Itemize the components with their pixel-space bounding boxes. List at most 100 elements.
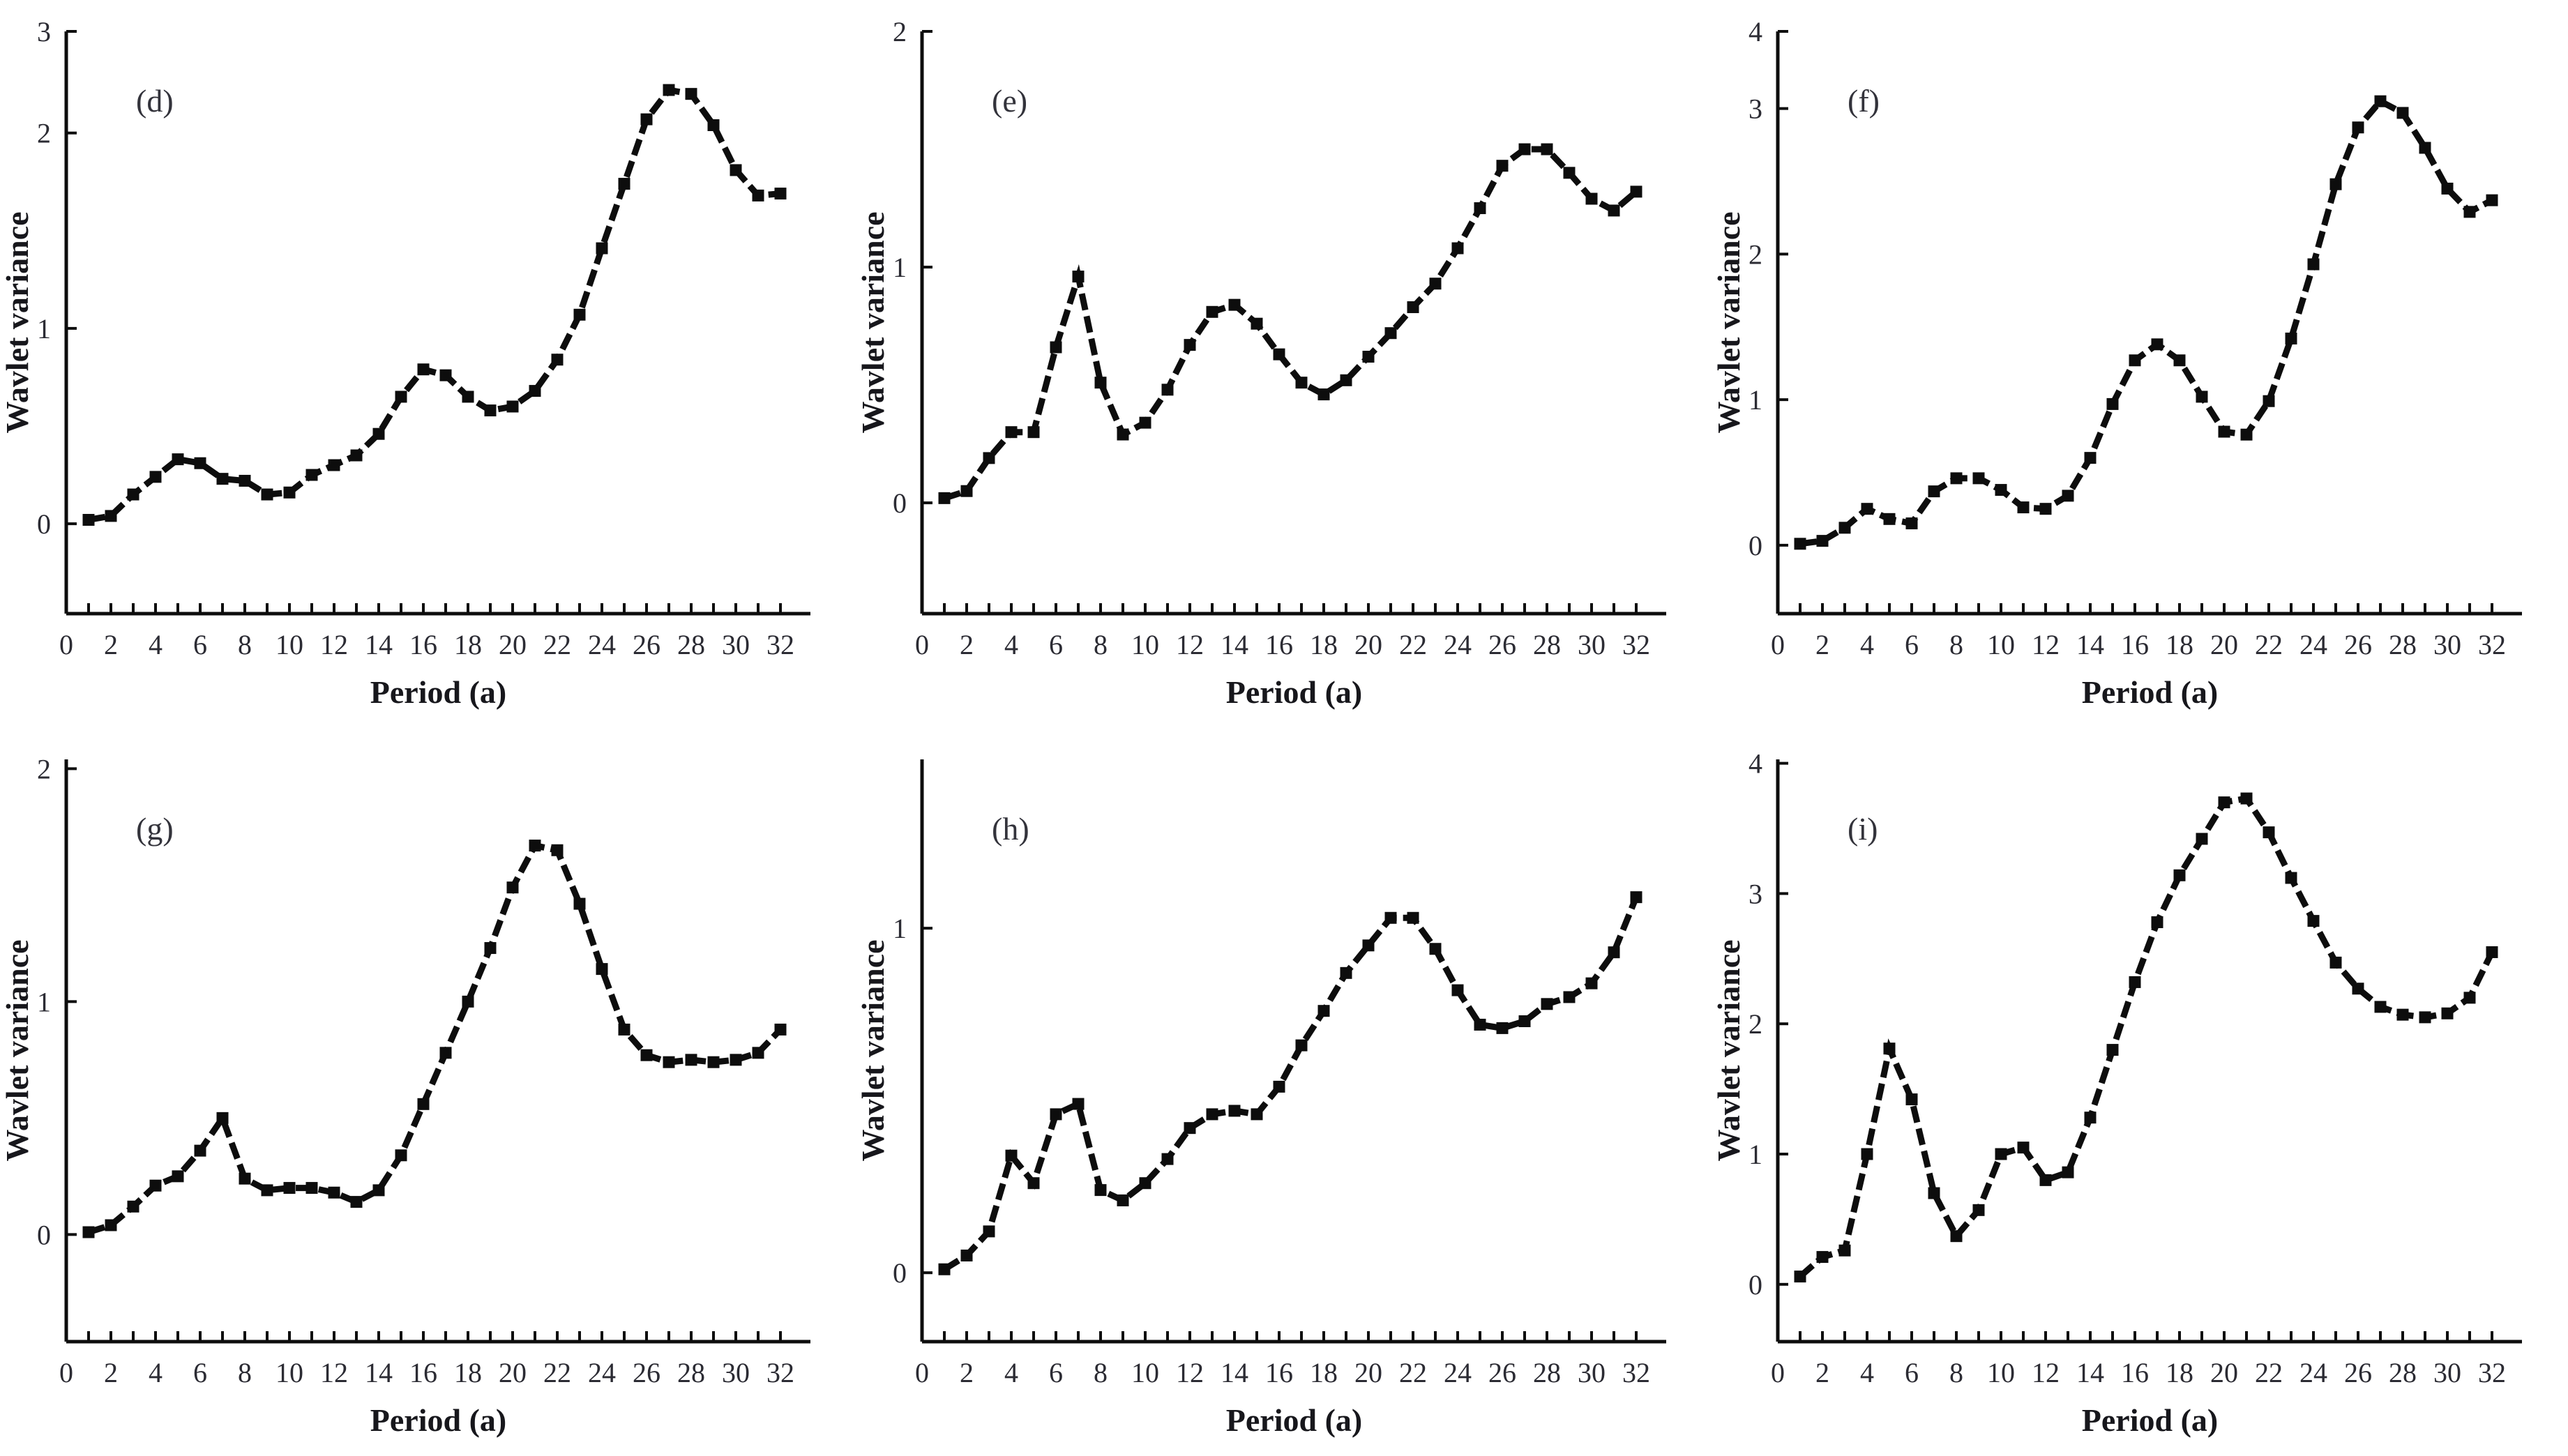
- x-tick-label: 6: [193, 629, 207, 660]
- data-point-marker: [1861, 1148, 1873, 1160]
- x-tick-label: 6: [193, 1357, 207, 1388]
- data-point-marker: [172, 1170, 184, 1183]
- data-point-marker: [938, 1263, 951, 1275]
- data-point-marker: [82, 1226, 95, 1238]
- data-point-marker: [707, 119, 720, 131]
- data-point-marker: [1905, 517, 1918, 530]
- data-point-marker: [417, 1098, 430, 1110]
- data-point-marker: [105, 1219, 117, 1231]
- data-point-marker: [2263, 826, 2275, 839]
- y-tick-label: 2: [1748, 238, 1762, 270]
- x-axis-title: Period (a): [1226, 674, 1362, 710]
- panel-letter-label: (g): [136, 811, 174, 847]
- data-point-marker: [938, 492, 951, 504]
- x-tick-label: 14: [2076, 1357, 2104, 1388]
- panel-g: 0 2 4 6 8 10 12 14 16 18 20 22 24 26 28 30 32 0 1 2 (g) Perio…: [0, 728, 856, 1456]
- data-point-marker: [1905, 1093, 1918, 1106]
- data-point-marker: [1950, 1230, 1963, 1243]
- data-point-marker: [2307, 915, 2320, 927]
- x-tick-label: 18: [454, 629, 482, 660]
- x-tick-label: 0: [59, 1357, 73, 1388]
- x-tick-label: 10: [1987, 1357, 2015, 1388]
- data-point-marker: [1451, 242, 1464, 255]
- data-point-marker: [752, 1047, 764, 1059]
- x-tick-label: 28: [2389, 629, 2417, 660]
- data-point-marker: [983, 1225, 995, 1238]
- data-point-marker: [372, 1184, 385, 1197]
- data-point-marker: [1384, 911, 1397, 924]
- data-point-marker: [1027, 1177, 1040, 1190]
- x-tick-label: 26: [2344, 1357, 2372, 1388]
- data-point-marker: [1794, 538, 1806, 550]
- x-tick-label: 4: [1004, 1357, 1018, 1388]
- data-point-marker: [730, 1054, 742, 1066]
- data-point-marker: [462, 390, 474, 403]
- x-tick-label: 28: [677, 629, 705, 660]
- y-tick-label: 1: [1748, 384, 1762, 416]
- x-tick-label: 24: [2299, 629, 2327, 660]
- wavelet-variance-series-line: [943, 146, 1638, 501]
- data-point-marker: [239, 474, 251, 487]
- x-tick-label: 18: [2166, 1357, 2193, 1388]
- data-point-marker: [417, 363, 430, 376]
- data-point-marker: [2129, 976, 2141, 988]
- data-point-marker: [1816, 1251, 1829, 1264]
- x-tick-label: 32: [766, 1357, 794, 1388]
- data-point-marker: [1608, 204, 1620, 217]
- y-tick-label: 2: [1748, 1008, 1762, 1040]
- data-point-marker: [596, 963, 608, 976]
- data-point-marker: [685, 88, 697, 100]
- data-point-marker: [1995, 484, 2007, 496]
- x-tick-label: 12: [2032, 629, 2060, 660]
- x-tick-label: 8: [1949, 629, 1963, 660]
- series-markers: [1794, 792, 2498, 1283]
- x-tick-label: 10: [1131, 629, 1159, 660]
- data-point-marker: [596, 242, 608, 255]
- data-point-marker: [2084, 452, 2097, 464]
- data-point-marker: [216, 473, 229, 485]
- panel-letter-label: (f): [1848, 83, 1880, 119]
- x-tick-label: 12: [320, 629, 348, 660]
- x-tick-label: 10: [1987, 629, 2015, 660]
- x-tick-label: 20: [499, 629, 527, 660]
- data-point-marker: [1050, 1108, 1062, 1121]
- data-point-marker: [2240, 792, 2253, 805]
- x-axis-title: Period (a): [370, 674, 506, 710]
- data-point-marker: [2352, 983, 2364, 995]
- data-point-marker: [685, 1054, 697, 1066]
- data-point-marker: [1094, 377, 1107, 389]
- data-point-marker: [261, 1184, 273, 1197]
- y-tick-label: 2: [37, 753, 51, 784]
- panel-letter-label: (h): [992, 811, 1029, 847]
- data-point-marker: [2173, 354, 2186, 367]
- data-point-marker: [1630, 185, 1642, 198]
- data-point-marker: [283, 1182, 296, 1195]
- data-point-marker: [395, 1149, 407, 1162]
- x-tick-label: 4: [1860, 629, 1874, 660]
- x-tick-label: 10: [275, 1357, 303, 1388]
- x-tick-label: 30: [722, 629, 750, 660]
- chart-g: 0 2 4 6 8 10 12 14 16 18 20 22 24 26 28 30 32012(g)Perio…: [0, 753, 810, 1438]
- data-point-marker: [1340, 374, 1352, 386]
- data-point-marker: [1273, 348, 1285, 361]
- x-tick-label: 32: [766, 629, 794, 660]
- x-tick-label: 14: [365, 629, 393, 660]
- data-point-marker: [484, 942, 497, 955]
- x-tick-label: 26: [633, 629, 660, 660]
- y-tick-label: 4: [1748, 748, 1762, 780]
- data-point-marker: [194, 457, 206, 469]
- data-point-marker: [1384, 327, 1397, 340]
- data-point-marker: [372, 427, 385, 440]
- data-point-marker: [1474, 202, 1486, 215]
- x-tick-label: 28: [2389, 1357, 2417, 1388]
- data-point-marker: [618, 1023, 630, 1036]
- data-point-marker: [1161, 384, 1174, 396]
- x-tick-label: 6: [1049, 1357, 1063, 1388]
- data-point-marker: [1518, 143, 1531, 156]
- x-tick-label: 16: [1265, 1357, 1293, 1388]
- x-tick-label: 26: [2344, 629, 2372, 660]
- y-tick-label: 3: [1748, 93, 1762, 125]
- data-point-marker: [1117, 1194, 1129, 1206]
- data-point-marker: [2285, 332, 2297, 344]
